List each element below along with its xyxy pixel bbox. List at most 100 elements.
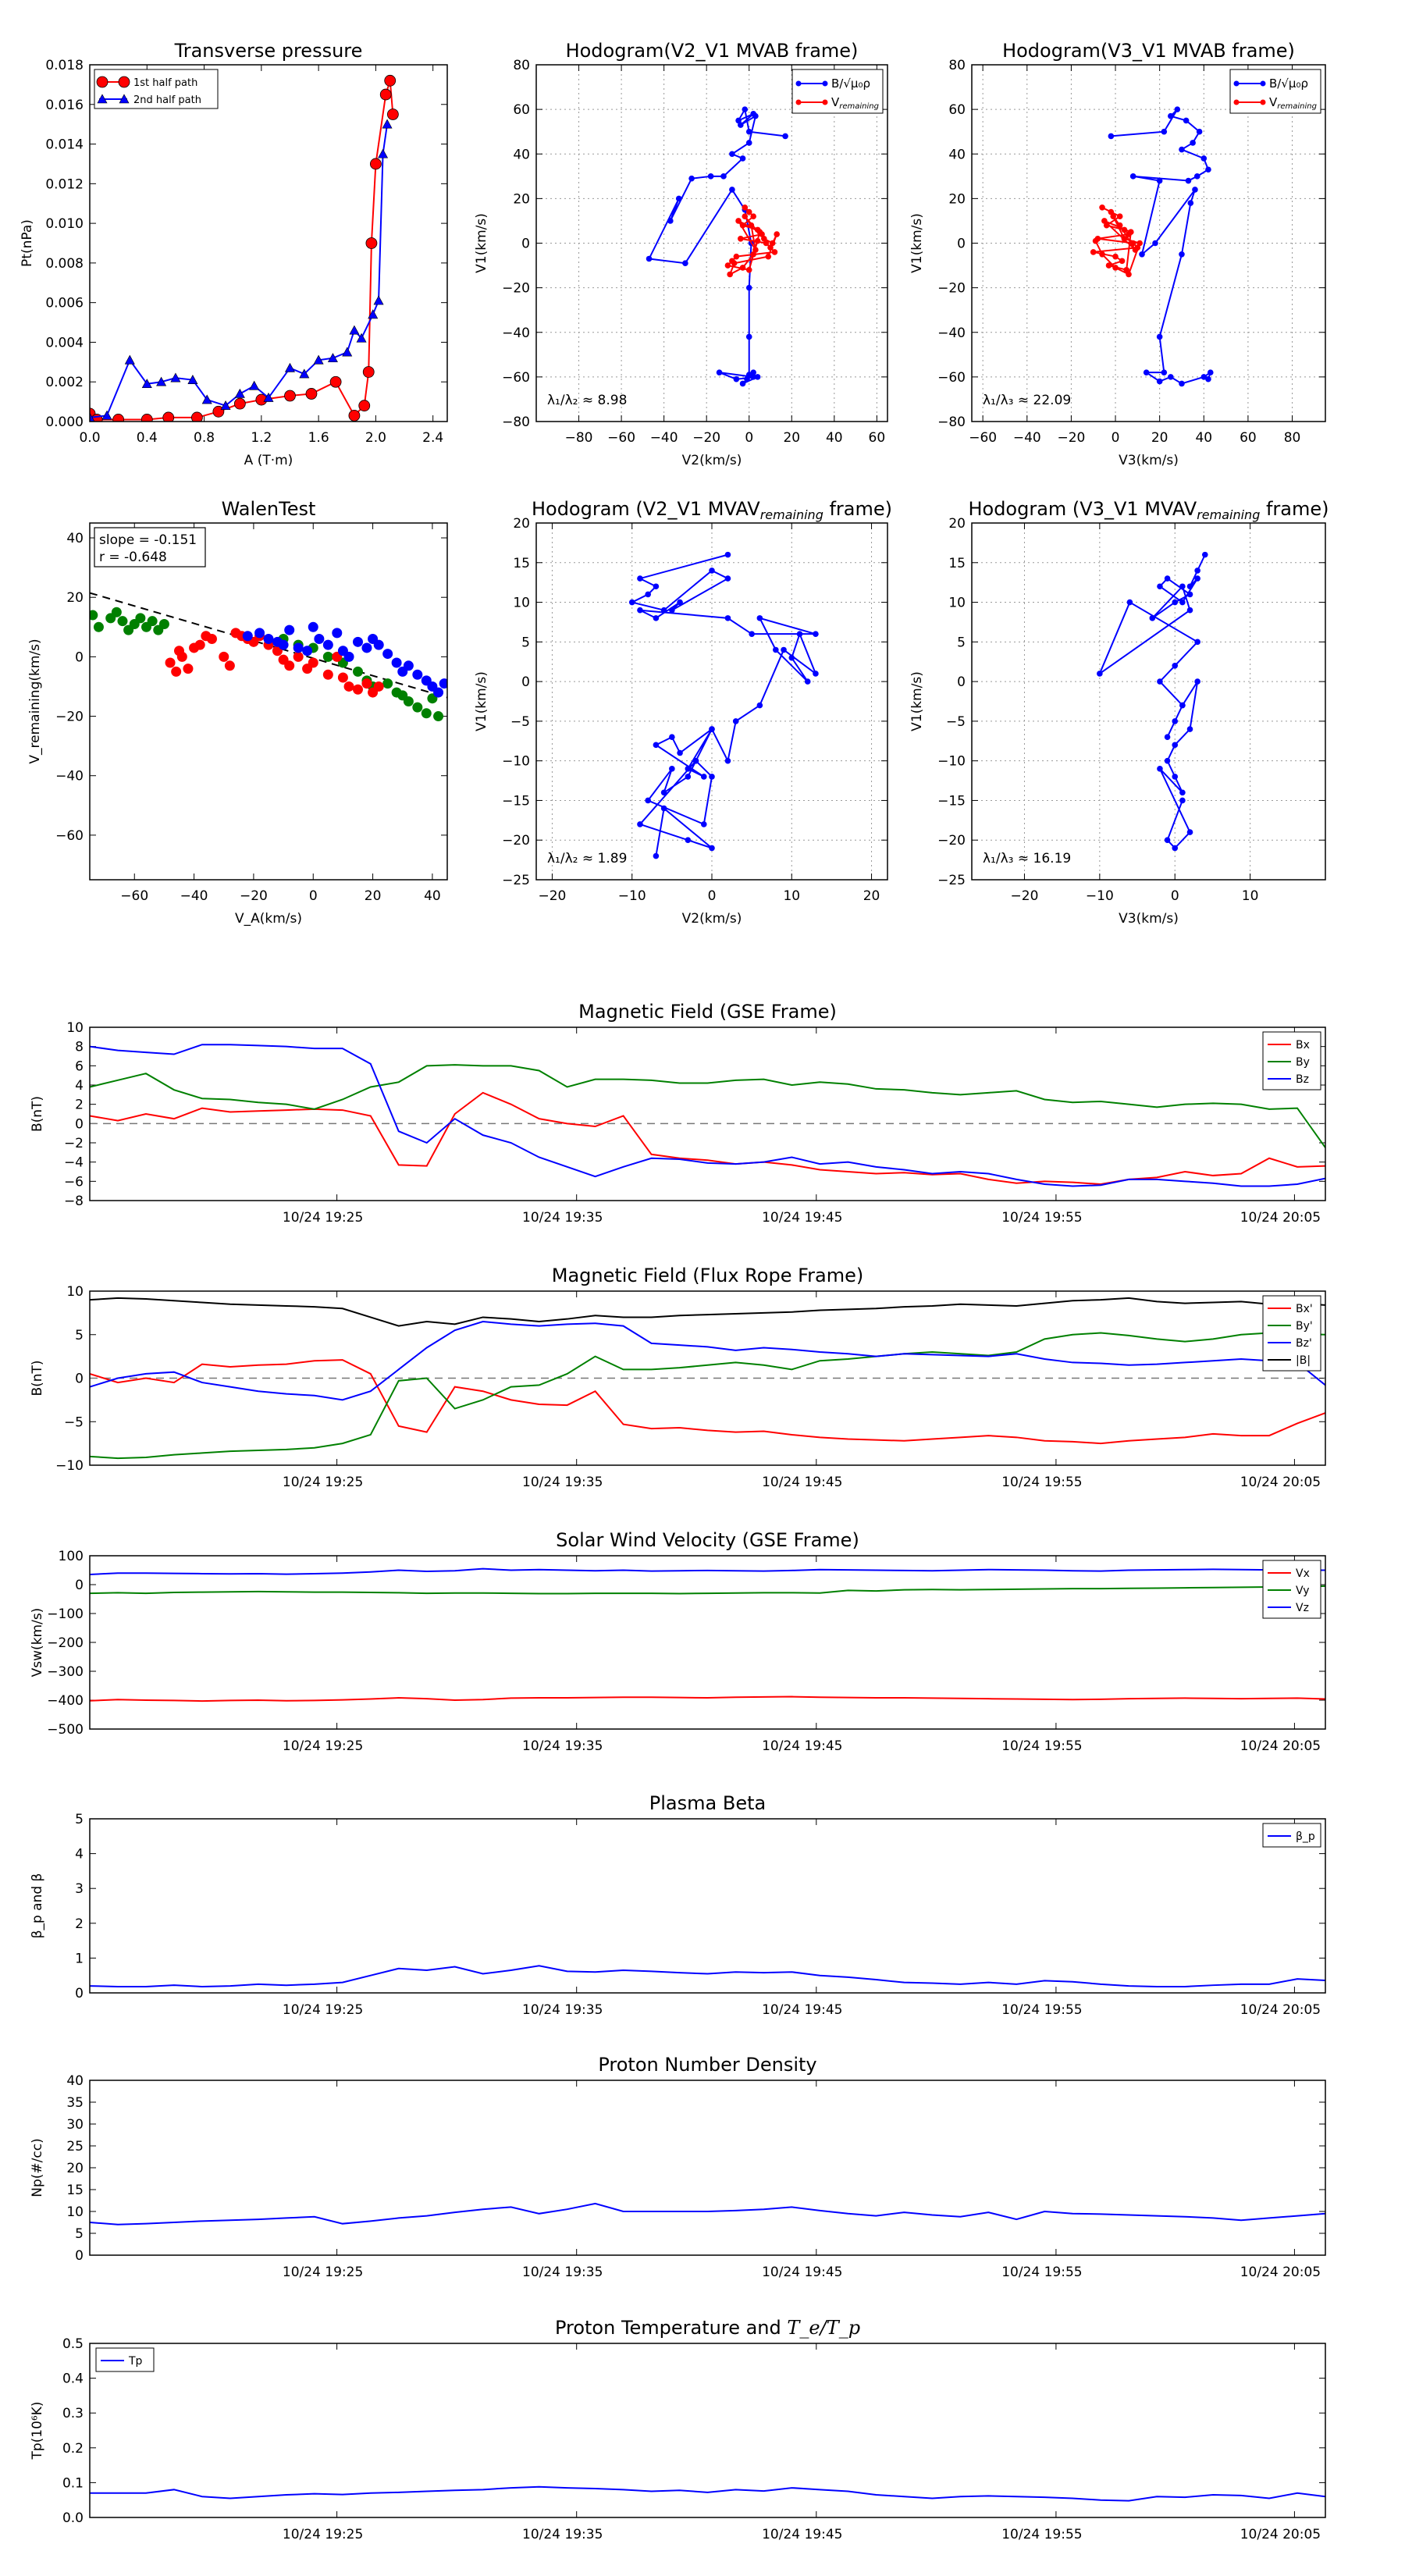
y-tick-label: 40: [948, 147, 966, 162]
data-point: [739, 222, 746, 229]
x-tick-label: 10/24 20:05: [1240, 2002, 1321, 2018]
data-point: [716, 369, 723, 375]
data-point: [1179, 380, 1185, 387]
data-point-red: [206, 634, 217, 645]
data-point-green: [322, 651, 333, 662]
data-point-red: [248, 636, 259, 647]
data-point: [1103, 222, 1110, 229]
plot-frame: [535, 64, 888, 422]
data-point-red: [176, 651, 187, 662]
data-point: [738, 235, 744, 242]
data-point: [1164, 575, 1171, 582]
x-tick-label: 10/24 19:45: [762, 1738, 842, 1754]
y-tick-label: 0.4: [62, 2371, 84, 2387]
data-point: [1161, 128, 1168, 135]
data-point-red: [353, 684, 363, 695]
chart-title-sub: remaining: [760, 507, 823, 522]
x-tick-label: 10/24 20:05: [1240, 2265, 1321, 2280]
chart-title: WalenTest: [222, 498, 316, 520]
data-point: [660, 789, 667, 796]
x-tick-label: 10/24 19:55: [1001, 2265, 1082, 2280]
plot-area: [90, 74, 399, 422]
data-point: [750, 251, 756, 258]
x-axis-label: V2(km/s): [682, 911, 742, 927]
data-point: [1194, 568, 1200, 574]
legend-label: Vz: [1296, 1602, 1309, 1614]
data-point: [724, 757, 731, 764]
data-point: [191, 411, 203, 422]
data-point: [682, 260, 688, 267]
y-tick-label: −500: [47, 1722, 84, 1738]
x-tick-label: 10/24 19:25: [283, 2527, 363, 2542]
y-tick-label: 0.000: [45, 415, 84, 430]
data-point: [1179, 146, 1185, 153]
plot-area: [90, 1297, 1325, 1460]
legend-marker: [795, 99, 802, 105]
data-point: [1129, 173, 1136, 180]
data-point: [187, 375, 198, 384]
data-point: [313, 354, 324, 365]
data-point-blue: [254, 628, 265, 639]
chart-title-math: T_e/T_p: [787, 2317, 860, 2339]
x-tick-label: 10/24 19:25: [283, 1210, 363, 1226]
data-point-blue: [322, 639, 333, 650]
data-point: [1200, 374, 1208, 380]
data-point: [724, 551, 731, 558]
y-tick-label: −40: [55, 769, 84, 785]
data-point: [384, 74, 397, 87]
y-tick-label: −40: [502, 326, 530, 341]
y-tick-label: 0: [75, 1986, 84, 2001]
data-point: [368, 309, 379, 319]
x-tick-label: 10/24 19:45: [762, 1210, 842, 1226]
data-point: [1156, 177, 1163, 184]
data-point: [124, 354, 135, 365]
x-tick-label: −20: [1011, 888, 1039, 904]
data-point-blue: [343, 651, 354, 662]
x-tick-label: 10/24 19:35: [522, 2002, 603, 2018]
data-point-green: [117, 616, 128, 627]
data-point: [1097, 671, 1103, 677]
y-tick-label: −20: [502, 833, 530, 849]
y-tick-label: −40: [937, 326, 966, 341]
data-point-blue: [397, 666, 408, 677]
y-tick-label: 40: [513, 147, 530, 162]
data-point: [685, 837, 692, 844]
x-tick-label: 10/24 19:25: [283, 2265, 363, 2280]
x-tick-label: 40: [826, 430, 843, 446]
x-axis-label: V3(km/s): [1119, 453, 1179, 468]
data-point-red: [373, 681, 384, 692]
data-point: [1143, 369, 1150, 375]
data-point: [1126, 271, 1132, 278]
plot-area: [1097, 551, 1208, 852]
data-point: [637, 607, 643, 614]
data-point: [1179, 702, 1186, 709]
data-point: [170, 372, 181, 382]
data-point: [162, 411, 175, 422]
chart-h1: Hodogram(V2_V1 MVAB frame) −80 −60 −40 −20 0 2…: [474, 40, 888, 468]
data-point: [1179, 599, 1186, 606]
data-point-blue: [382, 649, 393, 660]
data-point: [1090, 249, 1097, 255]
data-point: [234, 388, 245, 398]
data-point: [1157, 766, 1163, 772]
chart-ts_v: Solar Wind Velocity (GSE Frame) −500 −400 −…: [30, 1529, 1326, 1754]
data-point: [750, 374, 756, 380]
y-axis-label: V1(km/s): [909, 671, 925, 731]
data-point: [749, 631, 755, 637]
x-axis-label: V2(km/s): [682, 453, 742, 468]
y-tick-label: 0.5: [62, 2336, 84, 2352]
y-tick-label: 100: [59, 1549, 84, 1564]
data-point: [348, 409, 361, 422]
ratio-annotation: λ₁/λ₃ ≈ 16.19: [983, 851, 1071, 866]
data-point-green: [158, 618, 169, 629]
data-point: [1172, 718, 1179, 724]
data-point: [1112, 253, 1119, 260]
data-point: [750, 369, 756, 375]
data-point-blue: [421, 675, 432, 686]
legend-marker: [1233, 99, 1240, 105]
chart-title: Proton Number Density: [598, 2054, 816, 2076]
legend-marker: [118, 76, 130, 88]
data-point: [1129, 240, 1136, 247]
x-tick-label: 10/24 20:05: [1240, 1738, 1321, 1754]
data-point-red: [284, 660, 295, 671]
